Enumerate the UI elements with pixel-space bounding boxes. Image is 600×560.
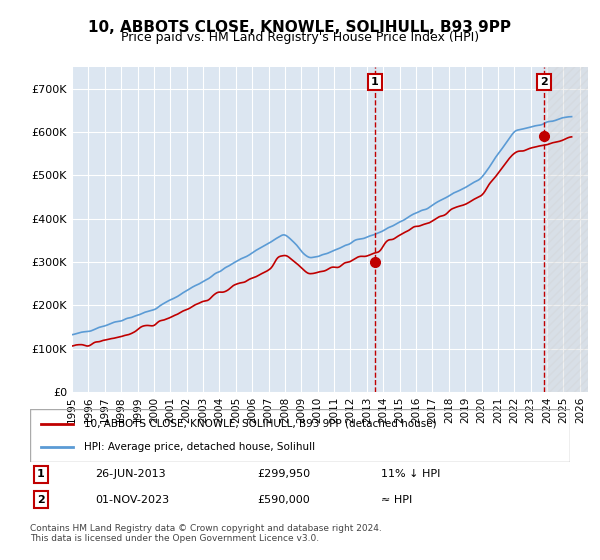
Text: 26-JUN-2013: 26-JUN-2013: [95, 469, 166, 479]
Text: Contains HM Land Registry data © Crown copyright and database right 2024.
This d: Contains HM Land Registry data © Crown c…: [30, 524, 382, 543]
Text: 2: 2: [37, 494, 44, 505]
Text: 10, ABBOTS CLOSE, KNOWLE, SOLIHULL, B93 9PP: 10, ABBOTS CLOSE, KNOWLE, SOLIHULL, B93 …: [89, 20, 511, 35]
Text: 11% ↓ HPI: 11% ↓ HPI: [381, 469, 440, 479]
Text: £299,950: £299,950: [257, 469, 310, 479]
Text: 10, ABBOTS CLOSE, KNOWLE, SOLIHULL, B93 9PP (detached house): 10, ABBOTS CLOSE, KNOWLE, SOLIHULL, B93 …: [84, 419, 437, 429]
Text: £590,000: £590,000: [257, 494, 310, 505]
Text: Price paid vs. HM Land Registry's House Price Index (HPI): Price paid vs. HM Land Registry's House …: [121, 31, 479, 44]
Text: ≈ HPI: ≈ HPI: [381, 494, 412, 505]
Bar: [547, 67, 588, 392]
Text: 1: 1: [371, 77, 379, 87]
Text: 01-NOV-2023: 01-NOV-2023: [95, 494, 169, 505]
Text: 2: 2: [541, 77, 548, 87]
Text: 1: 1: [37, 469, 44, 479]
Text: HPI: Average price, detached house, Solihull: HPI: Average price, detached house, Soli…: [84, 442, 315, 452]
